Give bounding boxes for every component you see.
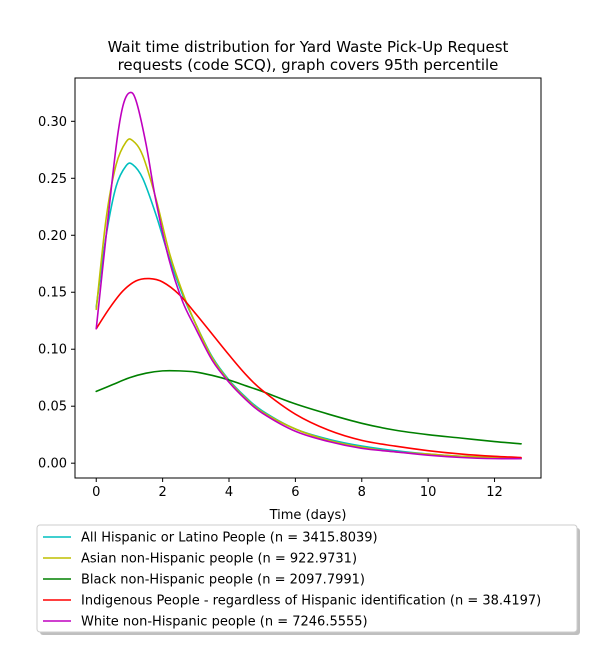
series-line-3: [95, 369, 522, 445]
series-line-1: [95, 162, 522, 460]
legend-label-1: All Hispanic or Latino People (n = 3415.…: [81, 531, 378, 546]
chart-title-line-2: requests (code SCQ), graph covers 95th p…: [118, 56, 499, 74]
chart-title-line-1: Wait time distribution for Yard Waste Pi…: [108, 38, 509, 56]
legend-label-3: Black non-Hispanic people (n = 2097.7991…: [81, 573, 365, 588]
axes: 0 2 4 6 8 10 12 0.00 0.05 0.10 0.15 0.20 0.25 0.30: [38, 115, 503, 500]
legend-box: [36, 524, 578, 633]
series-line-5: [95, 91, 522, 460]
legend-label-5: White non-Hispanic people (n = 7246.5555…: [81, 615, 368, 630]
x-tick-label: 6: [291, 485, 299, 500]
plot-lines: [95, 91, 522, 460]
series-line-2: [95, 138, 522, 460]
legend-items: All Hispanic or Latino People (n = 3415.…: [43, 531, 541, 630]
y-tick-label: 0.20: [38, 229, 67, 244]
x-tick-label: 0: [92, 485, 100, 500]
y-tick-label: 0.15: [38, 286, 67, 301]
x-tick-label: 10: [420, 485, 437, 500]
x-tick-label: 12: [486, 485, 503, 500]
legend-label-4: Indigenous People - regardless of Hispan…: [81, 594, 541, 609]
y-tick-label: 0.00: [38, 457, 67, 472]
x-tick-label: 4: [225, 485, 233, 500]
legend: All Hispanic or Latino People (n = 3415.…: [36, 524, 580, 635]
y-tick-label: 0.10: [38, 343, 67, 358]
x-tick-label: 8: [358, 485, 366, 500]
series-line-4: [95, 277, 522, 459]
y-tick-label: 0.05: [38, 400, 67, 415]
legend-label-2: Asian non-Hispanic people (n = 922.9731): [81, 552, 357, 567]
plot-frame: [74, 77, 542, 479]
y-tick-label: 0.30: [38, 115, 67, 130]
x-axis-label: Time (days): [269, 508, 347, 523]
x-tick-label: 2: [158, 485, 166, 500]
y-tick-label: 0.25: [38, 172, 67, 187]
